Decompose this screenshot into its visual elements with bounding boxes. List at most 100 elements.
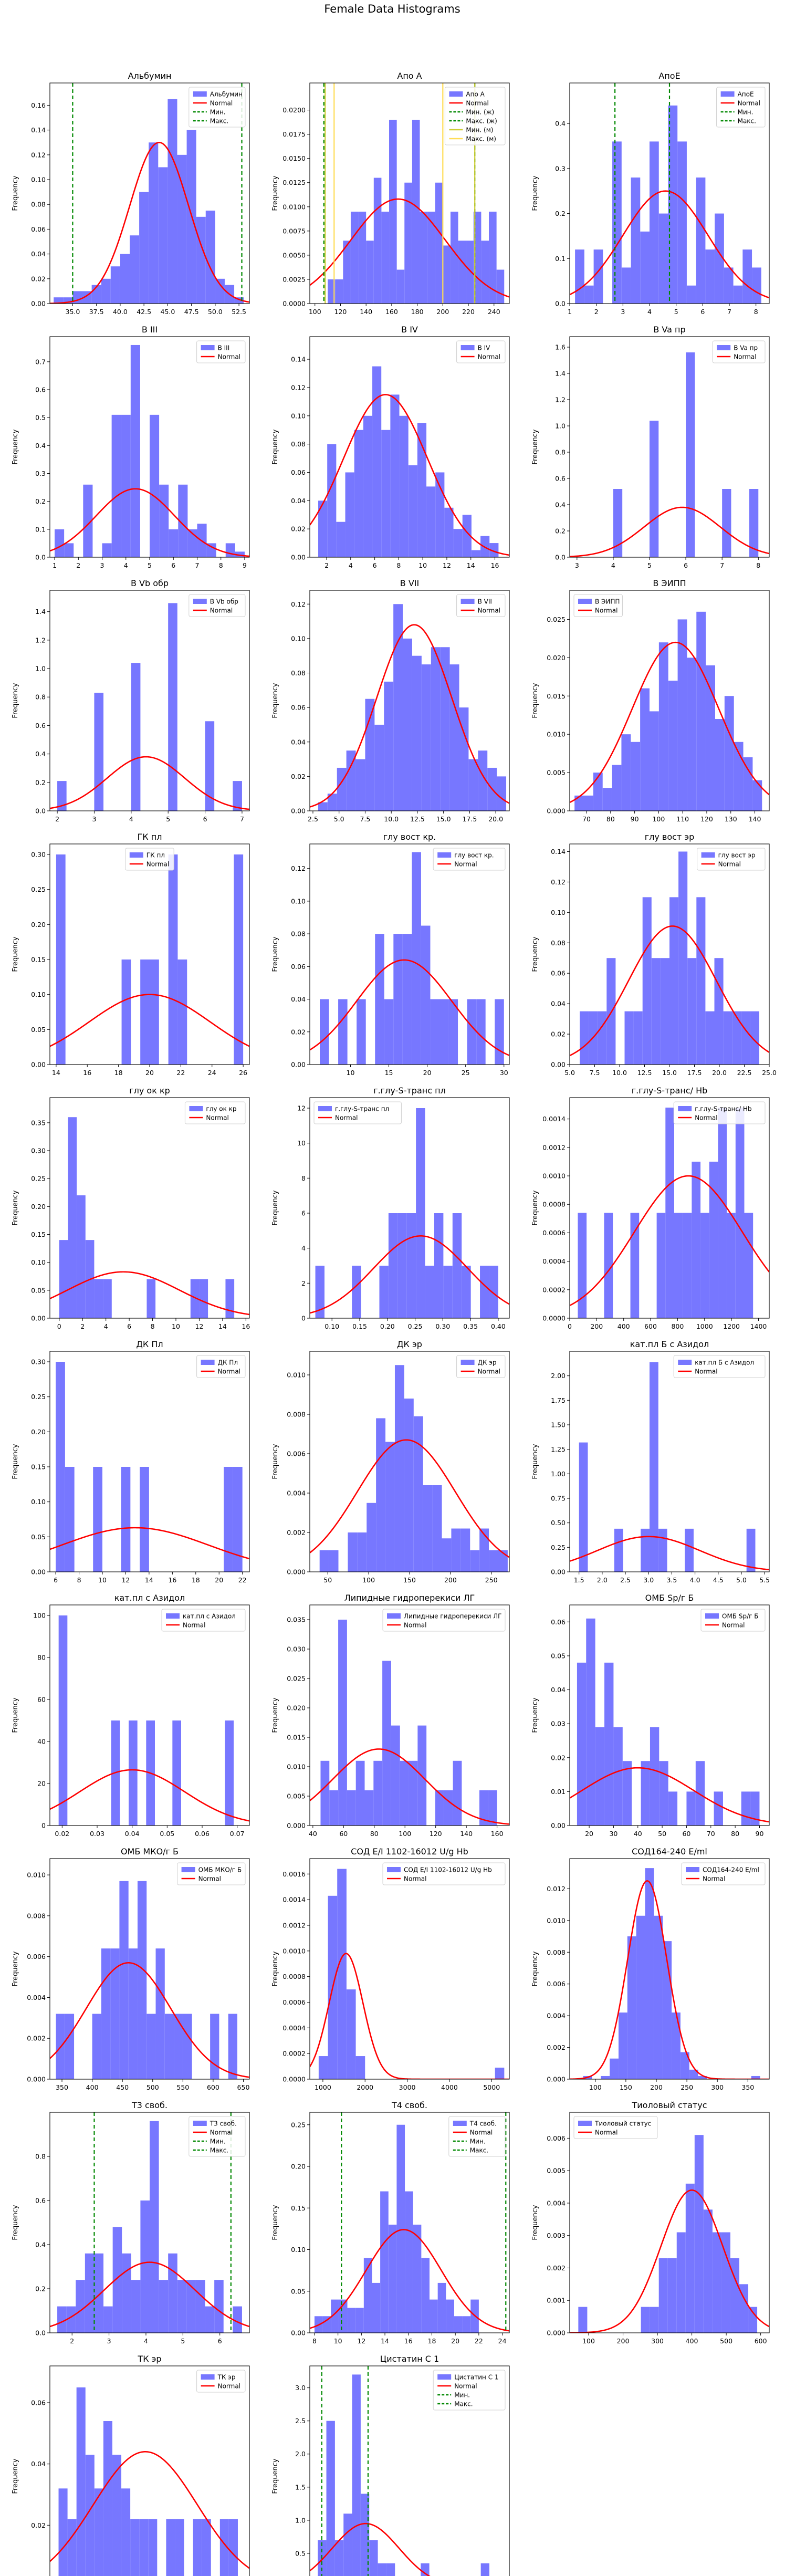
y-tick-label: 0.003 [547,2231,566,2239]
chart-title: В Vb обр [131,578,169,588]
histogram-panel: 3 4 5 6 7 8 0.0 0.2 0.4 0.6 0.8 1.0 1.2 1.4 1.6 В Va пр… [531,325,770,569]
histogram-bar [446,2299,454,2333]
y-tick-label: 1.25 [551,1445,566,1453]
histogram-bar [228,2519,238,2576]
histogram-bar [586,1618,595,1826]
histogram-bar [683,1213,692,1318]
histogram-panel: 2 3 4 5 6 0.0 0.2 0.4 0.6 0.8 Т3 своб. Frequency Т3 … [12,2100,250,2345]
histogram-bar [346,750,356,811]
y-tick-label: 0.02 [291,1028,306,1036]
y-tick-label: 2.5 [295,2417,306,2425]
histogram-bar [577,1662,587,1826]
x-tick-label: 60 [339,1830,348,1838]
legend-box [673,1355,766,1378]
y-tick-label: 2.00 [551,1372,566,1380]
x-tick-label: 2.5 [308,815,318,823]
x-tick-label: 0.06 [195,1830,210,1838]
histogram-bar [315,1266,325,1318]
histogram-bar [140,2200,150,2333]
histogram-bar [658,642,668,811]
x-tick-label: 3 [107,2337,111,2345]
y-tick-label: 0.6 [35,722,46,729]
chart-title: Липидные гидроперекиси ЛГ [344,1593,475,1603]
y-tick-label: 0.0 [35,554,46,561]
x-tick-label: 17.5 [462,815,477,823]
x-tick-label: 6 [127,1322,131,1330]
histogram-bar [489,212,497,304]
histogram-bar [352,1266,361,1318]
plot-area [310,1365,509,1572]
histogram-bar [146,2014,156,2079]
x-tick-label: 200 [590,1322,603,1330]
legend-swatch-bar [453,2121,467,2126]
histogram-bar [612,765,622,811]
x-tick-label: 250 [485,1576,498,1584]
plot-area [310,1620,509,1826]
histogram-bar [665,1107,674,1318]
y-tick-label: 0.005 [287,1792,306,1800]
x-tick-label: 14 [218,1322,227,1330]
histogram-bar [686,1791,696,1826]
histogram-bar [403,638,412,811]
histogram-bar [706,665,715,811]
histogram-bar [458,241,466,304]
y-tick-label: 0.005 [547,2167,566,2175]
x-tick-label: 14 [467,561,475,569]
histogram-bar [442,1538,452,1572]
histogram-bar [235,551,245,557]
histogram-bar [613,489,623,557]
x-tick-label: 200 [650,2083,663,2091]
histogram-panel: 10 15 20 25 30 0.00 0.02 0.04 0.06 0.08 0.10 0.12 гл… [271,832,510,1077]
histogram-bar [94,693,104,811]
x-tick-label: 100 [652,815,665,823]
x-tick-label: 3 [621,308,625,316]
y-tick-label: 0.000 [547,2076,566,2083]
y-tick-label: 0.16 [31,101,46,109]
histogram-bar [57,2306,67,2333]
histogram-bar [618,2012,627,2079]
y-tick-label: 0.000 [547,2329,566,2337]
legend-label: ОМБ МКО/г Б [198,1866,242,1874]
legend-label: Normal [466,100,488,107]
x-tick-label: 4 [104,1322,108,1330]
histogram-bar [328,279,336,304]
histogram-bar [430,999,439,1065]
x-tick-label: 18 [192,1576,200,1584]
histogram-bar [650,1727,660,1826]
x-tick-label: 1 [568,308,572,316]
normal-curve [310,394,509,556]
histogram-bar [366,241,374,304]
histogram-panel: 1 2 3 4 5 6 7 8 9 0.0 0.1 0.2 0.3 0.4 0.5 0.6 0.7 В III Fr… [12,325,250,569]
histogram-bar [444,507,454,557]
x-tick-label: 4.5 [713,1576,724,1584]
legend-label: СОД Е/I 1102-16012 U/g Hb [404,1866,492,1874]
y-tick-label: 0.0000 [542,1315,566,1322]
normal-curve [570,1175,769,1307]
legend: ГК пл Normal [125,848,174,871]
histogram-bar [345,472,354,557]
histogram-bar [715,719,725,811]
legend-label: Normal [595,2129,617,2136]
x-tick-label: 70 [707,1830,715,1838]
legend: АпоЕ Normal Мин. Макс. [716,87,766,128]
plot-area [310,852,509,1065]
x-tick-label: 500 [146,2083,159,2091]
y-tick-label: 0.005 [547,769,566,777]
chart-title: ДК Пл [136,1339,163,1349]
x-tick-label: 1000 [315,2083,331,2091]
histogram-bar [150,2121,159,2333]
y-tick-label: 0.5 [295,2549,306,2557]
x-tick-label: 120 [334,308,347,316]
histogram-bar [423,1485,433,1572]
x-tick-label: 6 [203,815,207,823]
histogram-bar [650,141,659,304]
y-tick-label: 0.002 [547,2264,566,2272]
chart-title: В IV [401,325,418,335]
histogram-bar [421,925,431,1065]
legend-swatch-bar [717,345,731,350]
y-tick-label: 0.0150 [282,154,306,162]
x-tick-label: 150 [620,2083,632,2091]
histogram-bar [350,212,359,304]
